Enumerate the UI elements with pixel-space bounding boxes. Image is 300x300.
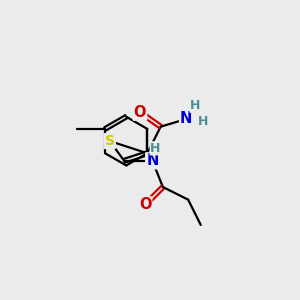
Text: H: H — [190, 99, 200, 112]
Text: O: O — [139, 197, 151, 212]
Text: H: H — [150, 142, 161, 155]
Text: N: N — [146, 153, 159, 168]
Text: O: O — [134, 105, 146, 120]
Text: H: H — [197, 116, 208, 128]
Text: N: N — [180, 112, 192, 127]
Text: S: S — [105, 134, 115, 148]
